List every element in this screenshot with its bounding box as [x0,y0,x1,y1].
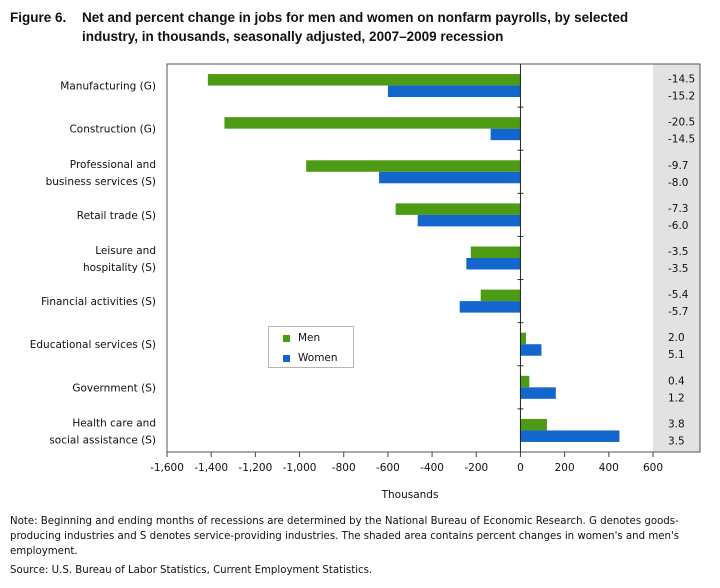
title-line-1: Net and percent change in jobs for men a… [82,10,629,25]
percent-change-men: 3.8 [668,418,685,430]
legend-item-men: Men [283,332,320,344]
bar-chart: -1,600 -1,400 -1,200 -1,000 -800 -600 -400 -200… [30,63,701,501]
bar-men [207,74,521,86]
category-label: business services (S) [46,176,156,188]
bar-men [395,203,521,215]
category-label: hospitality (S) [83,262,156,274]
bar-women [490,128,521,141]
x-tick-label: 400 [599,462,619,474]
bar-women [520,387,556,399]
bar-women [417,214,521,227]
bar-women [379,171,521,184]
percent-change-women: -3.5 [668,263,689,275]
x-axis-title: Thousands [381,489,439,501]
x-tick-label: -1,000 [283,462,317,474]
x-tick-label: 600 [643,462,663,474]
percent-change-men: -7.3 [668,203,689,215]
percent-change-women: -6.0 [668,220,689,232]
chart-note: Note: Beginning and ending months of rec… [10,516,680,557]
percent-change-men: -14.5 [668,74,695,86]
percent-change-men: -9.7 [668,160,689,172]
bar-men [224,117,521,129]
title-line-2: industry, in thousands, seasonally adjus… [82,29,504,44]
bar-men [470,246,521,258]
percent-change-women: 5.1 [668,349,685,361]
percent-change-men: -20.5 [668,117,695,129]
bar-women [459,301,521,313]
x-tick-label: -600 [376,462,400,474]
percent-change-women: 3.5 [668,435,685,447]
legend-swatch-men [283,334,290,342]
x-tick-label: 0 [517,462,524,474]
x-tick-label: -1,400 [194,462,228,474]
figure-number: Figure 6. [10,10,67,25]
percent-change-women: -15.2 [668,91,695,103]
x-tick-label: -800 [332,462,356,474]
x-tick-label: 200 [555,462,575,474]
bar-women [387,85,521,98]
category-label: Professional and [70,159,156,171]
chart-legend: Men Women [268,326,354,368]
chart-source: Source: U.S. Bureau of Labor Statistics,… [10,565,373,576]
percent-change-men: -3.5 [668,246,689,258]
bar-men [520,418,547,431]
bar-women [520,430,620,442]
category-label: Manufacturing (G) [60,81,156,93]
x-tick-label: -400 [420,462,444,474]
legend-swatch-women [283,354,290,362]
bar-men [520,375,530,388]
percent-change-women: -14.5 [668,134,695,146]
bar-men [306,160,521,172]
bar-women [466,258,521,270]
x-tick-label: -1,200 [238,462,272,474]
category-label: Educational services (S) [30,339,156,351]
percent-change-men: 2.0 [668,332,685,344]
chart-title: Figure 6. Net and percent change in jobs … [10,8,710,46]
category-label: Financial activities (S) [41,296,156,308]
bar-women [520,344,542,356]
x-tick-label: -1,600 [150,462,184,474]
category-label: Government (S) [72,382,156,394]
legend-label-men: Men [298,332,321,344]
percent-change-women: 1.2 [668,392,685,404]
category-label: Leisure and [95,245,156,257]
percent-change-men: 0.4 [668,375,685,387]
category-label: Retail trade (S) [77,210,156,222]
percent-change-women: -8.0 [668,177,689,189]
bar-men [520,332,526,345]
percent-change-panel [653,64,700,452]
category-label: Construction (G) [69,124,156,136]
legend-label-women: Women [298,352,338,364]
legend-item-women: Women [283,352,338,364]
category-label: Health care and [72,417,156,429]
category-label: social assistance (S) [49,434,156,446]
bar-men [480,289,521,302]
percent-change-women: -5.7 [668,306,689,318]
plot-frame [166,63,701,453]
x-tick-label: -200 [464,462,488,474]
percent-change-men: -5.4 [668,289,689,301]
